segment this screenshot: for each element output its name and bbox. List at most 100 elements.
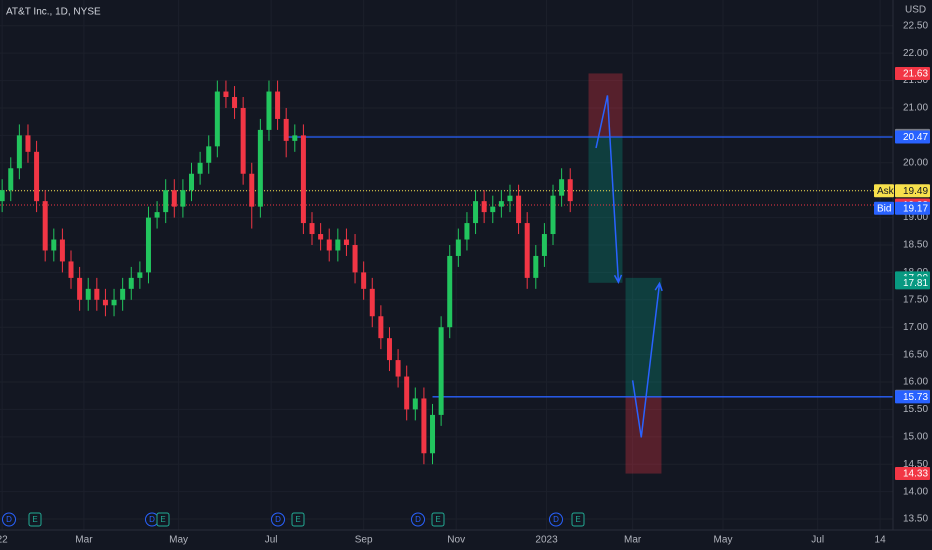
x-tick-label: Jul	[811, 535, 824, 546]
candle-body	[180, 190, 186, 207]
event-label: D	[553, 515, 559, 524]
event-label: E	[575, 515, 580, 524]
y-tick-label: 15.50	[903, 404, 928, 415]
arrow-path	[595, 95, 620, 283]
candle-body	[163, 190, 169, 213]
event-icon	[2, 512, 16, 527]
x-tick-label: 22	[0, 535, 8, 546]
candle-body	[473, 201, 479, 224]
candle-body	[197, 162, 203, 174]
candle-body	[550, 195, 556, 235]
price-label: 21.63	[903, 69, 928, 80]
y-tick-label: 13.50	[903, 514, 928, 525]
candle-body	[524, 223, 530, 278]
candle-body	[559, 179, 565, 196]
candle-body	[232, 97, 238, 108]
event-icon	[271, 512, 285, 527]
y-tick-label: 15.00	[903, 431, 928, 442]
candle-body	[275, 91, 281, 119]
candle-body	[369, 288, 375, 317]
candle-body	[59, 239, 65, 262]
candle-body	[335, 239, 341, 251]
event-label: D	[275, 515, 281, 524]
candle-body	[257, 129, 263, 207]
y-tick-label: 18.50	[903, 240, 928, 251]
candle-body	[421, 398, 427, 454]
candle-body	[25, 135, 31, 152]
y-tick-label: 16.00	[903, 377, 928, 388]
y-tick-label: 17.50	[903, 294, 928, 305]
price-tag-box	[874, 201, 894, 215]
candle-body	[318, 234, 324, 240]
candle-body	[249, 173, 255, 207]
candle-body	[51, 239, 57, 251]
event-label: E	[295, 515, 300, 524]
price-label: 19.17	[903, 203, 928, 214]
currency: USD	[905, 5, 926, 16]
candle-body	[111, 299, 117, 306]
x-tick-label: Mar	[75, 535, 93, 546]
x-tick-label: May	[714, 535, 733, 546]
candle-body	[292, 135, 298, 141]
candle-body	[412, 398, 418, 410]
chart-title: AT&T Inc., 1D, NYSE	[6, 7, 101, 18]
event-label: D	[415, 515, 421, 524]
candle-body	[266, 91, 272, 130]
event-icon	[549, 512, 563, 527]
y-tick-label: 17.00	[903, 322, 928, 333]
candle-body	[490, 206, 496, 213]
candle-body	[533, 255, 539, 278]
y-tick-label: 21.00	[903, 103, 928, 114]
event-label: D	[6, 515, 12, 524]
price-label: 14.33	[903, 469, 928, 480]
price-label-box	[895, 130, 930, 144]
candle-body	[189, 173, 195, 191]
event-icon	[156, 512, 170, 527]
position-zone	[625, 277, 662, 397]
candle-body	[77, 277, 83, 300]
candle-body	[395, 360, 401, 377]
candle-body	[85, 288, 91, 300]
candle-body	[309, 223, 315, 235]
x-tick-label: May	[169, 535, 188, 546]
candle-body	[16, 135, 22, 169]
candle-body	[171, 190, 177, 207]
candle-body	[240, 107, 246, 174]
price-label: 19.49	[903, 186, 928, 197]
position-zone	[625, 396, 662, 474]
event-label: D	[149, 515, 155, 524]
candle-body	[498, 201, 504, 207]
candle-body	[464, 223, 470, 240]
candle-body	[326, 239, 332, 251]
event-icon	[28, 512, 42, 527]
price-label-box	[895, 276, 930, 290]
event-label: E	[160, 515, 165, 524]
candle-body	[541, 234, 547, 256]
x-tick-label: 2023	[535, 535, 558, 546]
event-label: E	[435, 515, 440, 524]
y-tick-label: 22.00	[903, 48, 928, 59]
candle-body	[128, 277, 134, 289]
candle-body	[42, 201, 48, 251]
candle-body	[120, 288, 126, 300]
y-tick-label: 14.00	[903, 486, 928, 497]
x-tick-label: 14	[875, 535, 887, 546]
candle-body	[386, 338, 392, 361]
candle-body	[567, 179, 573, 202]
candle-body	[352, 244, 358, 273]
price-label-box	[895, 184, 930, 198]
price-label: 20.47	[903, 132, 928, 143]
y-tick-label: 20.00	[903, 157, 928, 168]
candle-body	[507, 195, 513, 202]
price-tag: Ask	[877, 186, 895, 197]
candle-body	[481, 201, 487, 213]
candle-body	[343, 239, 349, 245]
price-label: 15.73	[903, 392, 928, 403]
candle-body	[137, 272, 143, 278]
candle-body	[214, 91, 220, 147]
candle-body	[206, 146, 212, 163]
x-tick-label: Mar	[624, 535, 642, 546]
candle-body	[145, 217, 151, 273]
